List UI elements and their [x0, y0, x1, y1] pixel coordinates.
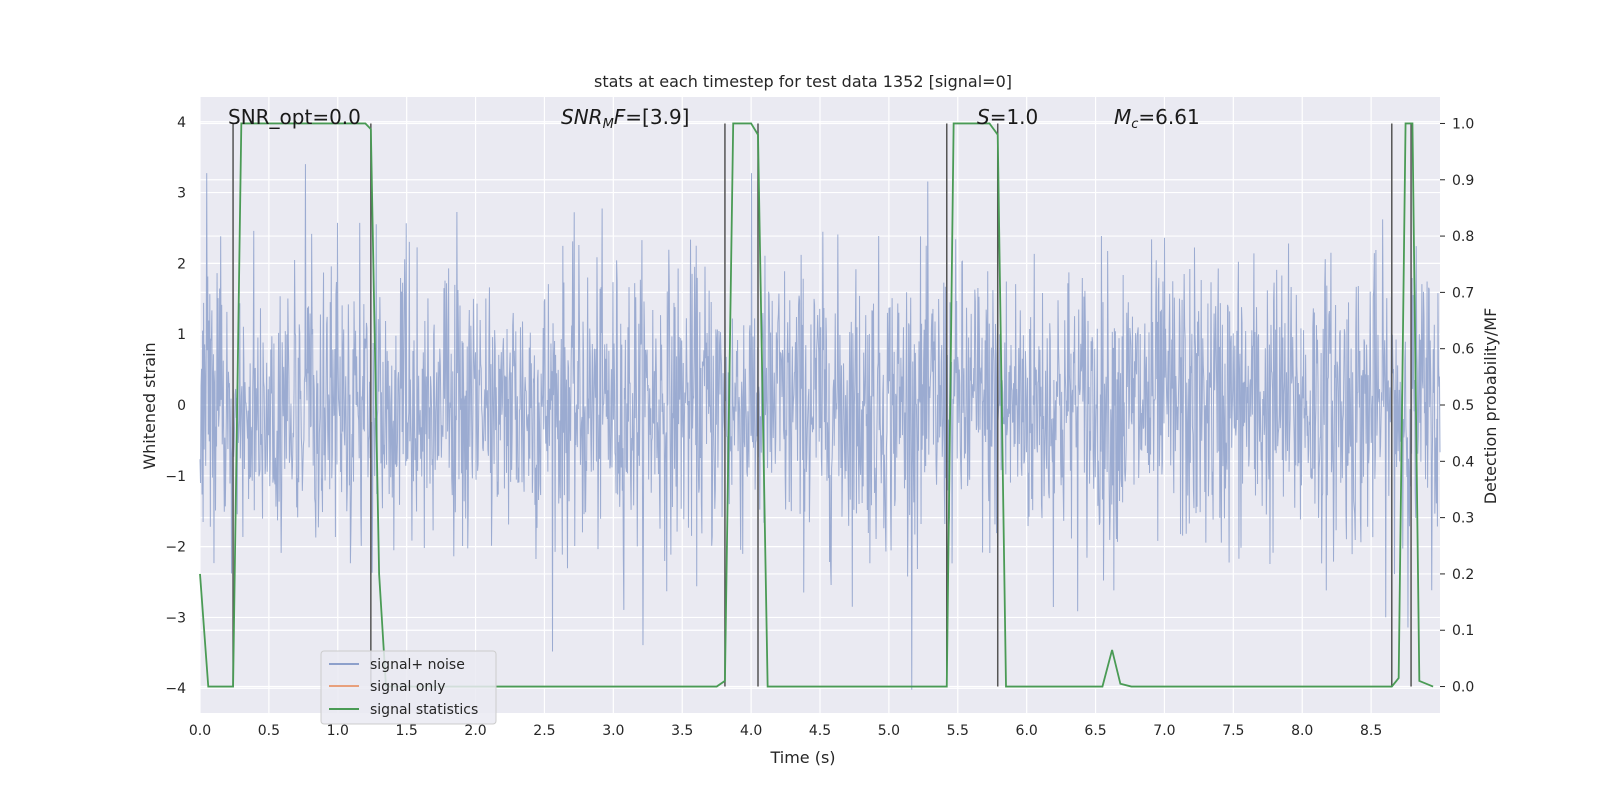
signal-noise-series	[199, 164, 1441, 690]
mc-value: =6.61	[1138, 105, 1199, 129]
x-tick-label: 2.5	[533, 723, 555, 739]
y-right-tick-label: 0.4	[1452, 454, 1474, 470]
signal-noise-line	[199, 164, 1441, 690]
y-right-tick-label: 0.8	[1452, 229, 1474, 245]
snr-mf-sub: M	[603, 117, 614, 132]
s-value: =1.0	[990, 105, 1039, 129]
y-left-tick-label: −3	[165, 610, 186, 626]
right-y-axis-label: Detection probability/MF	[1481, 308, 1500, 505]
x-tick-label: 2.0	[464, 723, 486, 739]
x-tick-label: 0.5	[258, 723, 280, 739]
y-left-tick-label: 4	[177, 115, 186, 131]
legend: signal+ noise signal only signal statist…	[320, 650, 497, 725]
legend-label-stats: signal statistics	[370, 702, 478, 718]
x-tick-label: 4.5	[809, 723, 831, 739]
snr-opt-annotation: SNR_opt=0.0	[228, 105, 361, 129]
signal-statistics-series	[199, 122, 1434, 688]
y-left-tick-label: 0	[177, 398, 186, 414]
chart-title: stats at each timestep for test data 135…	[594, 72, 1012, 91]
y-left-tick-label: 3	[177, 186, 186, 202]
x-tick-label: 1.0	[327, 723, 349, 739]
y-right-tick-label: 0.9	[1452, 173, 1474, 189]
x-tick-label: 8.5	[1360, 723, 1382, 739]
signal-statistics-line	[199, 122, 1434, 688]
s-stat-annotation: S=1.0	[977, 105, 1038, 129]
snr-mf-rest: =[3.9]	[625, 105, 689, 129]
x-tick-label: 4.0	[740, 723, 762, 739]
x-tick-label: 7.5	[1222, 723, 1244, 739]
y-right-tick-label: 1.0	[1452, 116, 1474, 132]
x-tick-label: 5.0	[878, 723, 900, 739]
mc-symbol: M	[1114, 105, 1131, 129]
snr-mf-annotation: SNRMF=[3.9]	[561, 105, 689, 132]
y-right-tick-label: 0.7	[1452, 285, 1474, 301]
x-axis-ticks: 0.0 0.5 1.0 1.5 2.0 2.5 3.0 3.5 4.0 4.5 5.0 5.5 6.0 6…	[189, 723, 1382, 739]
y-right-tick-label: 0.5	[1452, 398, 1474, 414]
mc-subscript: c	[1131, 117, 1138, 132]
legend-box	[320, 650, 497, 725]
x-tick-label: 0.0	[189, 723, 211, 739]
legend-label-signal: signal only	[370, 679, 445, 695]
x-tick-label: 5.5	[947, 723, 969, 739]
x-tick-label: 7.0	[1153, 723, 1175, 739]
left-y-axis-label: Whitened strain	[140, 342, 159, 469]
x-tick-label: 3.0	[602, 723, 624, 739]
y-right-tick-label: 0.0	[1452, 680, 1474, 696]
y-right-tick-label: 0.1	[1452, 623, 1474, 639]
vertical-markers	[232, 123, 1412, 687]
x-tick-label: 6.0	[1016, 723, 1038, 739]
y-left-tick-label: −1	[165, 469, 186, 485]
legend-label-noise: signal+ noise	[370, 657, 465, 673]
x-tick-label: 6.5	[1084, 723, 1106, 739]
x-axis-label: Time (s)	[769, 748, 835, 767]
right-y-axis-ticks: 1.0 0.9 0.8 0.7 0.6 0.5 0.4 0.3 0.2 0.1 0.0	[1440, 116, 1474, 696]
mc-annotation: Mc=6.61	[1114, 105, 1200, 132]
y-left-tick-label: −4	[165, 681, 186, 697]
y-right-tick-label: 0.3	[1452, 511, 1474, 527]
y-right-tick-label: 0.2	[1452, 567, 1474, 583]
s-symbol: S	[977, 105, 990, 129]
x-tick-label: 3.5	[671, 723, 693, 739]
y-left-tick-label: 2	[177, 256, 186, 272]
x-tick-label: 8.0	[1291, 723, 1313, 739]
snr-mf-base: SNR	[561, 105, 603, 129]
y-left-tick-label: −2	[165, 540, 186, 556]
snr-mf-rest-f: F	[614, 105, 626, 129]
y-right-tick-label: 0.6	[1452, 342, 1474, 358]
left-y-axis-ticks: 4 3 2 1 0 −1 −2 −3 −4	[165, 115, 186, 697]
x-tick-label: 1.5	[396, 723, 418, 739]
y-left-tick-label: 1	[177, 327, 186, 343]
